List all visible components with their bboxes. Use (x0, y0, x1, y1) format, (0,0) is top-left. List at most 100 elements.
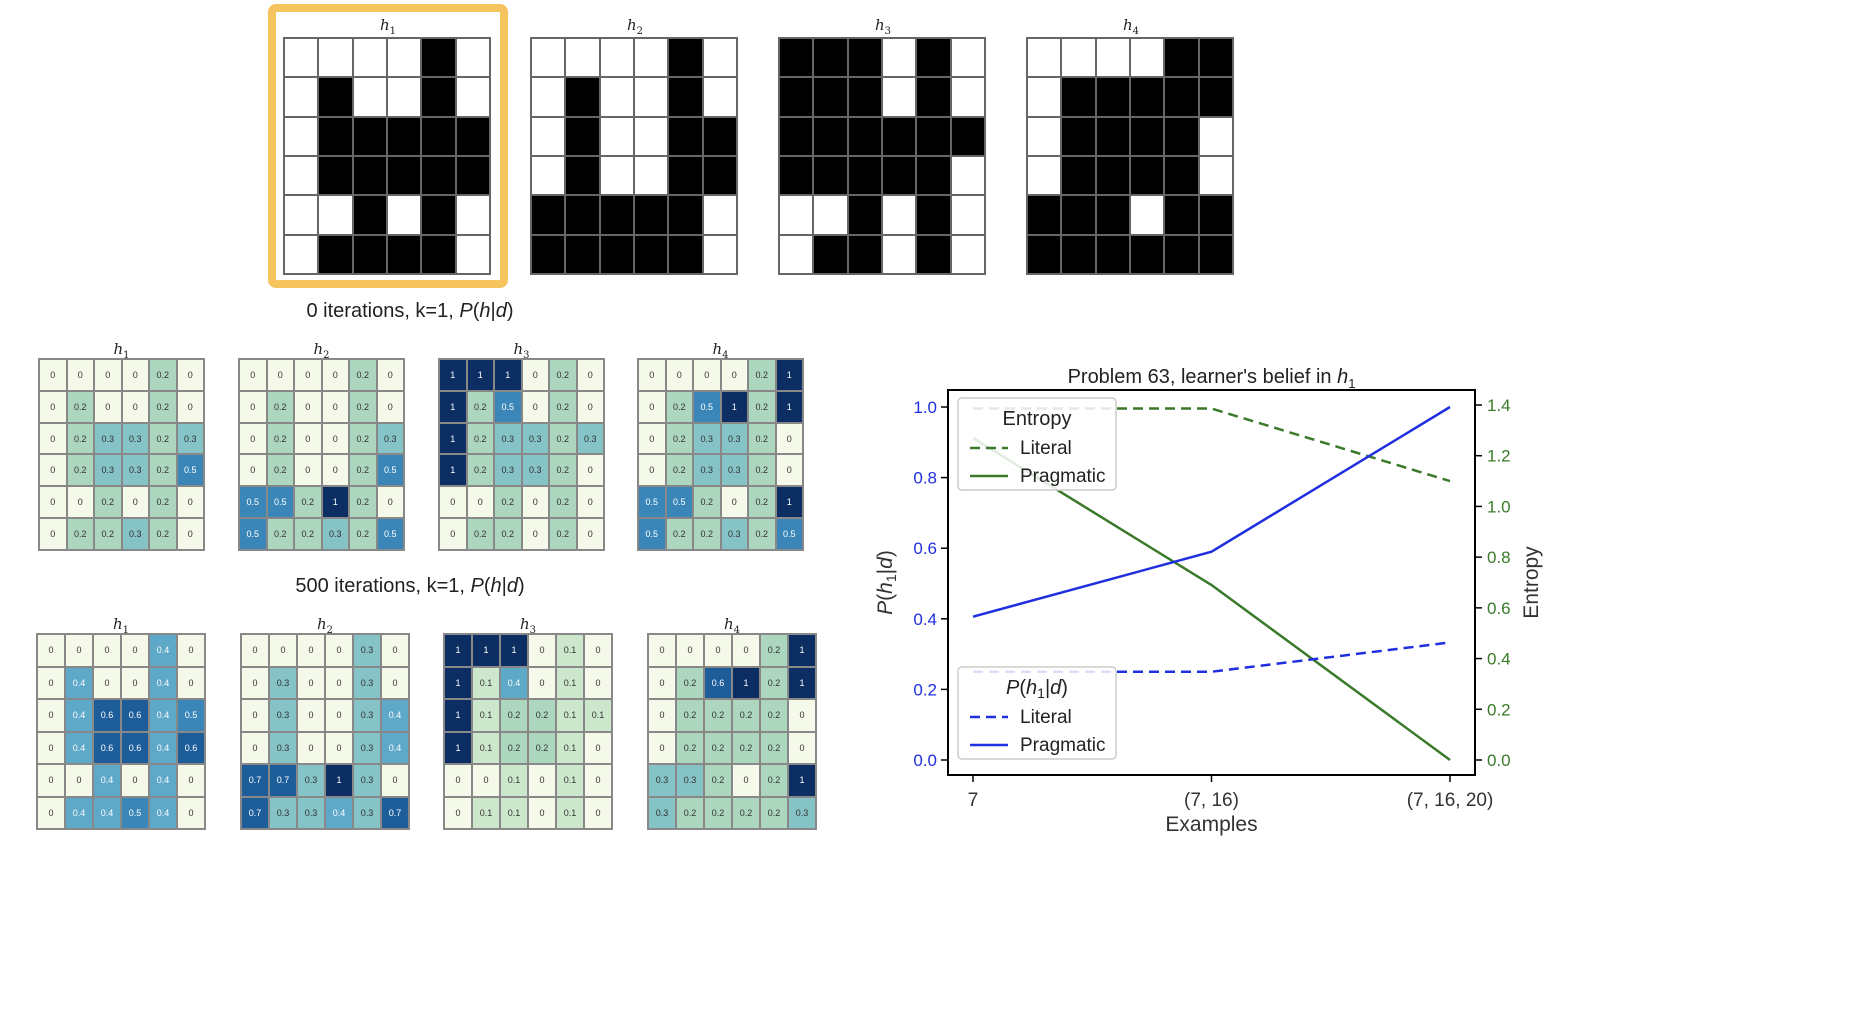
grid-cell (529, 36, 567, 79)
heatmap-cell: 0.6 (703, 665, 733, 700)
grid-cell (1128, 233, 1166, 276)
grid-cell (1128, 154, 1166, 197)
heatmap-cell: 1 (443, 633, 473, 668)
heatmap-cell: 0.3 (493, 421, 523, 456)
heatmap-cell: 0.5 (120, 795, 150, 830)
grid-cell (632, 36, 670, 79)
heatmap-cell: 0.5 (238, 517, 268, 551)
grid-cell (777, 76, 815, 118)
heatmap-cell: 0 (93, 389, 123, 424)
grid-cell (667, 194, 704, 236)
grid-cell (282, 36, 320, 79)
heatmap-cell: 0 (93, 358, 123, 392)
grid-cell (598, 36, 635, 79)
heatmap-cell: 0.1 (555, 665, 585, 700)
heatmap-cell: 0 (443, 763, 473, 798)
heatmap-cell: 0.2 (348, 453, 378, 488)
heatmap-cell: 0.3 (268, 698, 298, 733)
heatmap-cell: 0 (647, 665, 677, 700)
heatmap-cell: 0.2 (548, 358, 578, 392)
grid-cell (282, 76, 320, 118)
grid-cell (701, 194, 739, 236)
grid-cell (880, 76, 918, 118)
grid-cell (564, 154, 601, 197)
heatmap-cell: 0 (296, 730, 326, 765)
iter0-title-h4: h4 (712, 340, 729, 361)
hypothesis-grid-h3 (777, 36, 987, 276)
heatmap-cell: 0.2 (65, 389, 95, 424)
grid-cell (1197, 76, 1235, 118)
grid-cell (420, 194, 457, 236)
heatmap-cell: 0.2 (348, 517, 378, 551)
heatmap-cell: 0 (583, 763, 613, 798)
grid-cell (317, 115, 354, 157)
grid-cell (1197, 194, 1235, 236)
grid-cell (1197, 154, 1235, 197)
grid-cell (777, 36, 815, 79)
heatmap-cell: 0.2 (747, 421, 777, 456)
grid-cell (1197, 115, 1235, 157)
heatmap-cell: 0.4 (64, 795, 94, 830)
heatmap-cell: 0.1 (583, 698, 613, 733)
heatmap-cell: 0 (36, 698, 66, 733)
heatmap-cell: 0.2 (747, 517, 777, 551)
heatmap-cell: 0 (527, 795, 557, 830)
heatmap-cell: 0 (64, 633, 94, 668)
grid-cell (454, 233, 492, 276)
heatmap-cell: 0.2 (465, 389, 495, 424)
heatmap-cell: 0.2 (703, 763, 733, 798)
heatmap-cell: 0.4 (148, 730, 178, 765)
heatmap-cell: 0 (375, 485, 405, 520)
right-tick-label: 1.2 (1487, 447, 1511, 466)
heatmap-cell: 0.6 (176, 730, 206, 765)
heatmap-cell: 0 (38, 389, 68, 424)
heatmap-cell: 0 (36, 633, 66, 668)
heatmap-cell: 0.5 (265, 485, 295, 520)
heatmap-cell: 1 (438, 358, 468, 392)
heatmap-cell: 0.4 (92, 763, 122, 798)
heatmap-cell: 0.3 (719, 517, 749, 551)
heatmap-cell: 0 (527, 763, 557, 798)
grid-cell (598, 233, 635, 276)
heatmap-cell: 0 (175, 485, 205, 520)
heatmap-cell: 0 (120, 665, 150, 700)
heatmap-cell: 0 (175, 517, 205, 551)
heatmap-cell: 0.1 (471, 698, 501, 733)
grid-cell (385, 233, 423, 276)
heatmap-cell: 0 (787, 730, 817, 765)
heatmap-cell: 0 (240, 730, 270, 765)
heatmap-cell: 0.2 (148, 485, 178, 520)
grid-cell (949, 154, 987, 197)
heatmap-cell: 0.2 (148, 517, 178, 551)
grid-cell (282, 154, 320, 197)
heatmap-cell: 0.3 (493, 453, 523, 488)
right-tick-label: 1.0 (1487, 497, 1511, 516)
heatmap-cell: 0.2 (265, 389, 295, 424)
heatmap-cell: 0.4 (148, 763, 178, 798)
grid-cell (846, 194, 883, 236)
heatmap-cell: 1 (499, 633, 529, 668)
heatmap-cell: 0.2 (465, 421, 495, 456)
heatmap-cell: 0 (774, 453, 804, 488)
heatmap-cell: 0.2 (348, 421, 378, 456)
grid-cell (420, 154, 457, 197)
heatmap-cell: 0.2 (664, 421, 694, 456)
left-tick-label: 0.2 (913, 680, 937, 699)
grid-cell (915, 36, 952, 79)
grid-cell (351, 154, 388, 197)
heatmap-cell: 1 (438, 453, 468, 488)
heatmap-cell: 0.1 (555, 763, 585, 798)
heatmap-cell: 0.2 (548, 485, 578, 520)
grid-cell (385, 194, 423, 236)
heatmap-cell: 0 (520, 517, 550, 551)
hypothesis-title-h2: h2 (626, 16, 644, 37)
heatmap-cell: 0 (176, 665, 206, 700)
heatmap-cell: 1 (465, 358, 495, 392)
grid-cell (915, 115, 952, 157)
heatmap-cell: 0.2 (747, 389, 777, 424)
grid-cell (1025, 36, 1063, 79)
grid-cell (529, 194, 567, 236)
heatmap-cell: 0.2 (731, 795, 761, 830)
heatmap-cell: 0 (38, 421, 68, 456)
grid-cell (282, 233, 320, 276)
